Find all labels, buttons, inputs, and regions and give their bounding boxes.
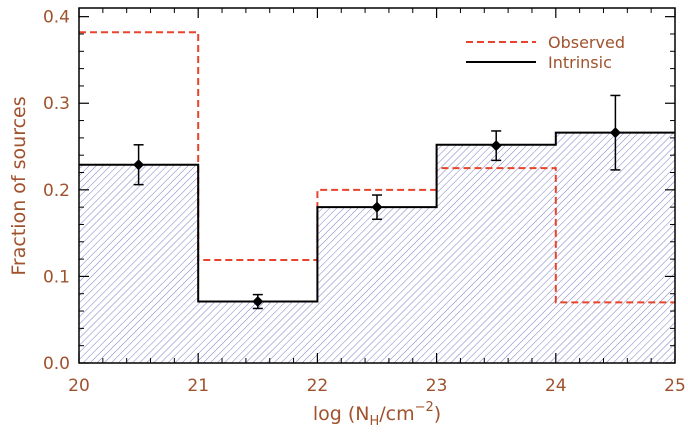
y-tick-label: 0.0 bbox=[43, 354, 70, 374]
x-tick-label: 22 bbox=[307, 376, 329, 396]
legend-observed-label: Observed bbox=[548, 33, 625, 52]
y-tick-labels: 0.0 0.1 0.2 0.3 0.4 bbox=[43, 8, 70, 374]
x-tick-label: 21 bbox=[187, 376, 209, 396]
x-tick-label: 23 bbox=[426, 376, 448, 396]
legend-intrinsic-label: Intrinsic bbox=[548, 53, 612, 72]
x-tick-label: 20 bbox=[68, 376, 90, 396]
intrinsic-bin-fill bbox=[555, 132, 675, 363]
observed-step-line bbox=[79, 31, 675, 304]
data-point-diamond bbox=[133, 159, 145, 171]
data-point-diamond bbox=[490, 140, 502, 152]
intrinsic-bin-fill bbox=[79, 164, 199, 363]
plot-frame bbox=[78, 7, 676, 364]
y-tick-label: 0.3 bbox=[43, 94, 70, 114]
legend: Observed Intrinsic bbox=[466, 33, 625, 72]
data-point-diamond bbox=[609, 127, 621, 139]
intrinsic-bin-fill bbox=[436, 144, 556, 363]
data-point-diamond bbox=[371, 201, 383, 213]
data-points bbox=[133, 94, 621, 310]
observed-series bbox=[79, 31, 675, 304]
data-point-diamond bbox=[252, 296, 264, 308]
y-tick-label: 0.4 bbox=[43, 8, 70, 28]
axis-ticks bbox=[78, 8, 676, 364]
intrinsic-hatch-fill bbox=[79, 132, 675, 363]
y-tick-label: 0.2 bbox=[43, 181, 70, 201]
y-tick-label: 0.1 bbox=[43, 267, 70, 287]
x-tick-label: 25 bbox=[664, 376, 686, 396]
intrinsic-bin-fill bbox=[198, 301, 318, 363]
intrinsic-bin-fill bbox=[317, 207, 437, 363]
x-axis-title: log (NH/cm−2) bbox=[313, 400, 441, 429]
y-axis-title: Fraction of sources bbox=[8, 96, 30, 275]
x-tick-label: 24 bbox=[545, 376, 567, 396]
x-tick-labels: 20 21 22 23 24 25 bbox=[68, 376, 686, 396]
